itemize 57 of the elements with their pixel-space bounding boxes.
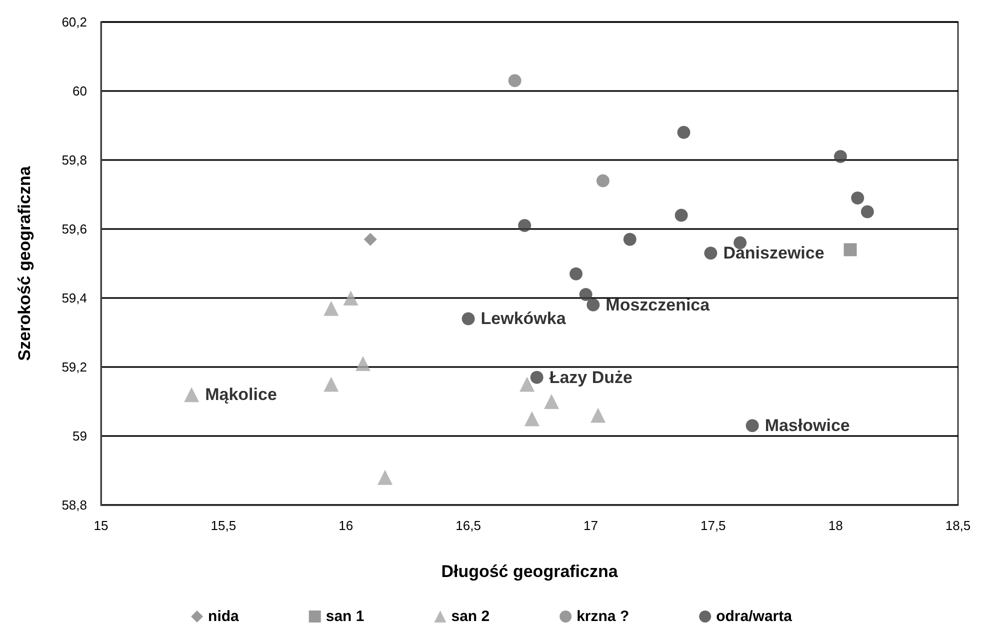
y-tick-label: 59,4 <box>62 290 87 306</box>
y-tick-label: 60 <box>72 84 87 98</box>
point <box>520 376 535 392</box>
point <box>579 288 592 302</box>
point <box>851 191 864 204</box>
point <box>674 208 688 222</box>
point <box>364 232 377 246</box>
legend-label: krzna ? <box>576 608 630 625</box>
point <box>324 376 339 392</box>
point <box>590 408 606 423</box>
x-tick-label: 15,5 <box>210 518 236 533</box>
point <box>343 290 358 306</box>
legend-label: odra/warta <box>716 608 793 625</box>
legend-label: nida <box>208 608 240 625</box>
annotation: Moszczenica <box>606 295 710 314</box>
point <box>623 232 636 246</box>
y-tick-label: 59 <box>72 428 87 444</box>
x-tick-label: 17,5 <box>700 518 726 533</box>
x-tick-label: 16,5 <box>456 518 481 533</box>
point <box>834 150 847 164</box>
point <box>596 174 610 188</box>
point <box>324 300 339 316</box>
y-tick-label: 59,2 <box>62 360 87 374</box>
legend-label: san 2 <box>451 608 490 625</box>
point <box>518 219 532 232</box>
annotation: Łazy Duże <box>549 368 632 387</box>
point <box>586 298 600 312</box>
x-tick-label: 16 <box>338 518 354 533</box>
point <box>677 126 690 139</box>
point <box>860 205 874 218</box>
point <box>355 356 370 372</box>
point <box>462 312 475 326</box>
point <box>704 246 718 260</box>
x-tick-label: 18 <box>828 518 843 533</box>
point <box>746 419 759 432</box>
x-axis-title: Długość geograficzna <box>441 562 618 581</box>
y-tick-label: 59,8 <box>62 152 87 168</box>
point <box>524 411 540 426</box>
point <box>844 243 857 256</box>
annotation: Daniszewice <box>723 244 824 263</box>
point <box>184 387 200 402</box>
x-tick-label: 15 <box>94 518 108 533</box>
x-tick-label: 17 <box>583 518 598 533</box>
annotation: Mąkolice <box>205 385 277 404</box>
y-tick-label: 60,2 <box>62 14 87 30</box>
x-tick-label: 18,5 <box>945 518 971 533</box>
legend-label: san 1 <box>326 608 364 625</box>
y-axis-title: Szerokość geograficzna <box>15 166 34 361</box>
annotation: Lewkówka <box>480 309 566 328</box>
y-tick-label: 59,6 <box>62 222 87 236</box>
point <box>544 394 560 409</box>
annotation: Masłowice <box>764 416 850 436</box>
point <box>378 470 393 485</box>
y-tick-label: 58,8 <box>62 498 87 512</box>
point <box>570 267 583 280</box>
point <box>508 74 522 88</box>
point <box>530 370 544 384</box>
